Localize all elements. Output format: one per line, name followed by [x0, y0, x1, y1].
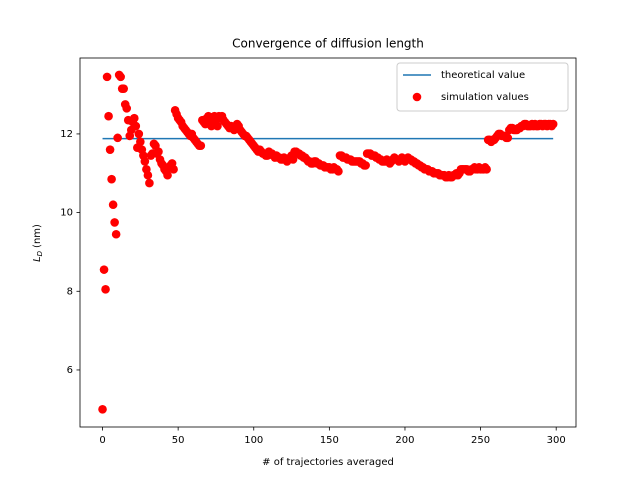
data-point — [288, 155, 298, 164]
y-axis-label: LD (nm) — [32, 224, 44, 262]
data-point — [129, 113, 139, 123]
data-point — [136, 137, 145, 147]
data-point — [196, 141, 206, 151]
legend-marker — [412, 92, 422, 102]
y-tick-label: 8 — [67, 286, 73, 297]
y-label-symbol: L — [32, 256, 43, 262]
data-point — [119, 84, 129, 93]
y-tick-label: 6 — [67, 365, 73, 376]
data-point — [98, 404, 107, 414]
data-point — [163, 170, 172, 180]
data-point — [110, 218, 119, 227]
chart-title: Convergence of diffusion length — [232, 37, 424, 51]
data-point — [102, 72, 112, 82]
data-point — [169, 165, 178, 174]
data-point — [143, 170, 153, 180]
x-tick-label: 0 — [99, 435, 105, 446]
data-point — [122, 104, 132, 113]
legend-label: simulation values — [441, 92, 529, 103]
x-tick-label: 150 — [320, 435, 339, 446]
x-tick-label: 250 — [471, 435, 490, 446]
data-point — [503, 133, 513, 143]
data-point — [213, 121, 222, 131]
data-point — [105, 145, 115, 154]
x-axis-label: # of trajectories averaged — [262, 457, 394, 468]
data-point — [111, 229, 121, 239]
x-tick-label: 50 — [172, 435, 185, 446]
legend: theoretical value simulation values — [396, 62, 569, 112]
data-point — [334, 166, 343, 176]
legend-label: theoretical value — [441, 70, 525, 81]
data-point — [99, 265, 109, 274]
data-point — [107, 174, 116, 184]
data-point — [134, 129, 144, 139]
data-point — [482, 165, 491, 174]
plot-frame — [79, 57, 577, 428]
data-point — [154, 147, 163, 156]
data-point — [548, 119, 558, 129]
x-tick-label: 200 — [395, 435, 414, 446]
y-label-subscript: D — [36, 250, 44, 256]
data-point — [116, 72, 125, 82]
data-point — [140, 157, 150, 166]
data-point — [101, 285, 110, 294]
data-point — [104, 111, 113, 121]
data-point — [361, 161, 370, 170]
y-tick-label: 12 — [60, 129, 73, 140]
x-tick-label: 300 — [547, 435, 566, 446]
data-point — [145, 178, 154, 188]
data-point — [108, 200, 118, 210]
y-tick-label: 10 — [60, 208, 73, 219]
data-point — [113, 133, 122, 143]
legend-box — [396, 62, 569, 112]
data-point — [131, 121, 141, 131]
data-point — [207, 121, 216, 131]
y-label-unit: (nm) — [32, 224, 43, 248]
x-tick-label: 100 — [244, 435, 263, 446]
